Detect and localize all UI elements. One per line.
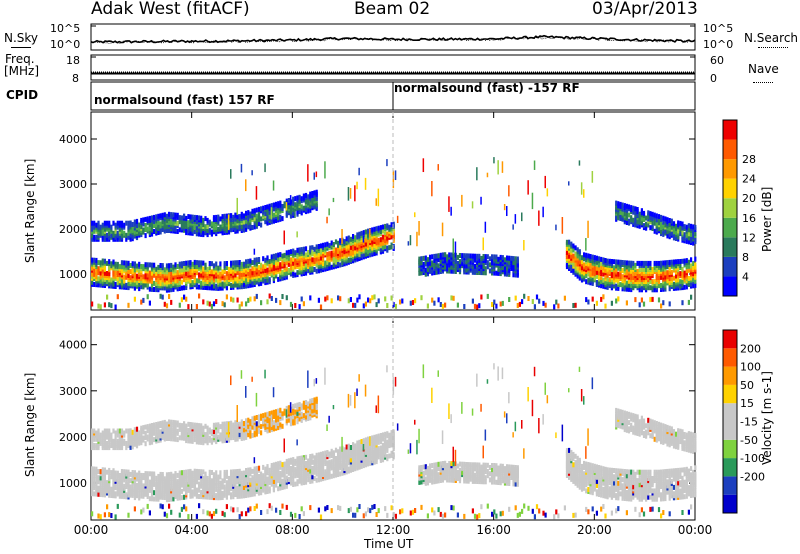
velocity-ylabel: Slant Range [km] — [23, 372, 37, 477]
power-ylabel: Slant Range [km] — [23, 158, 37, 263]
power-colorbar-tick: 8 — [742, 251, 749, 264]
power-colorbar-swatch — [723, 159, 737, 179]
nsky-tick-top: 10^5 — [50, 22, 81, 35]
power-colorbar-swatch — [723, 217, 737, 238]
nsky-tick-bottom: 10^0 — [50, 38, 81, 51]
power-colorbar-swatch — [723, 276, 737, 296]
velocity-colorbar-tick: -100 — [740, 452, 765, 465]
power-colorbar-swatch — [723, 237, 737, 257]
x-tick-label: 04:00 — [174, 523, 209, 537]
freq-tick-top: 18 — [66, 54, 80, 67]
freq-panel — [90, 54, 696, 81]
nsky-legend-line — [11, 47, 31, 48]
freq-unit-label: [MHz] — [4, 64, 40, 78]
power-colorbar-swatch — [723, 139, 737, 160]
nave-tick-top: 60 — [710, 54, 724, 67]
station-title: Adak West (fitACF) — [91, 0, 250, 19]
power-colorbar-tick: 28 — [742, 153, 756, 166]
velocity-colorbar-tick: 15 — [740, 397, 754, 410]
power-cells — [91, 157, 697, 310]
x-tick-label: 00:00 — [678, 523, 713, 537]
velocity-colorbar-swatch — [723, 421, 737, 440]
x-tick-label: 16:00 — [476, 523, 511, 537]
date-title: 03/Apr/2013 — [592, 0, 698, 19]
y-tick-label: 4000 — [59, 339, 87, 352]
y-tick-label: 1000 — [59, 268, 87, 281]
velocity-colorbar-swatch — [723, 348, 737, 367]
power-colorbar-tick: 20 — [742, 192, 756, 205]
velocity-colorbar-tick: -15 — [740, 416, 758, 429]
velocity-colorbar-tick: 100 — [740, 361, 761, 374]
velocity-colorbar-swatch — [723, 403, 737, 422]
cpid-label-afternoon: normalsound (fast) -157 RF — [394, 81, 580, 95]
power-colorbar-tick: 24 — [742, 173, 756, 186]
power-colorbar-tick: 16 — [742, 212, 756, 225]
power-colorbar-frame — [722, 119, 738, 297]
nsearch-legend-line — [758, 47, 788, 48]
power-colorbar-swatch — [723, 198, 737, 218]
freq-tick-bottom: 8 — [72, 72, 79, 85]
velocity-colorbar-swatch — [723, 494, 737, 513]
y-tick-label: 3000 — [59, 178, 87, 191]
beam-title: Beam 02 — [354, 0, 431, 19]
velocity-colorbar-swatch — [723, 439, 737, 459]
velocity-colorbar-tick: -200 — [740, 470, 765, 483]
nsearch-label: N.Search — [744, 31, 799, 45]
velocity-colorbar-swatch — [723, 384, 737, 404]
velocity-colorbar-swatch — [723, 476, 737, 495]
x-tick-label: 12:00 — [376, 523, 411, 537]
cpid-label-morning: normalsound (fast) 157 RF — [94, 93, 275, 107]
freq-label: Freq. — [5, 52, 35, 66]
velocity-colorbar-tick: 200 — [740, 342, 761, 355]
y-tick-label: 4000 — [59, 133, 87, 146]
velocity-colorbar-tick: 50 — [740, 379, 754, 392]
nave-label: Nave — [748, 62, 779, 76]
velocity-colorbar-label: Velocity [m s-1] — [760, 371, 774, 465]
velocity-colorbar-swatch — [723, 458, 737, 477]
velocity-colorbar-frame — [722, 329, 738, 514]
velocity-colorbar-tick: -50 — [740, 434, 758, 447]
power-colorbar-swatch — [723, 178, 737, 199]
x-tick-label: 00:00 — [74, 523, 109, 537]
velocity-cells — [91, 363, 697, 520]
nsky-label: N.Sky — [4, 31, 39, 45]
time-axis-label: Time UT — [364, 537, 414, 551]
y-tick-label: 2000 — [59, 223, 87, 236]
noise-series-1 — [90, 36, 696, 44]
y-tick-label: 2000 — [59, 431, 87, 444]
x-tick-label: 08:00 — [275, 523, 310, 537]
power-colorbar-label: Power [dB] — [760, 186, 774, 252]
power-colorbar-tick: 12 — [742, 231, 756, 244]
nsearch-tick-bottom: 10^0 — [703, 38, 734, 51]
power-colorbar-swatch — [723, 256, 737, 277]
velocity-colorbar-swatch — [723, 366, 737, 385]
noise-panel — [90, 23, 696, 51]
cpid-label: CPID — [6, 88, 39, 102]
nsearch-tick-top: 10^5 — [703, 22, 734, 35]
nave-legend-line — [753, 82, 773, 83]
x-tick-label: 20:00 — [577, 523, 612, 537]
noise-series-0 — [90, 34, 696, 44]
y-tick-label: 3000 — [59, 385, 87, 398]
power-colorbar-tick: 4 — [742, 270, 749, 283]
y-tick-label: 1000 — [59, 477, 87, 490]
power-colorbar-swatch — [723, 120, 737, 140]
nave-tick-bottom: 0 — [710, 72, 717, 85]
velocity-colorbar-swatch — [723, 330, 737, 349]
